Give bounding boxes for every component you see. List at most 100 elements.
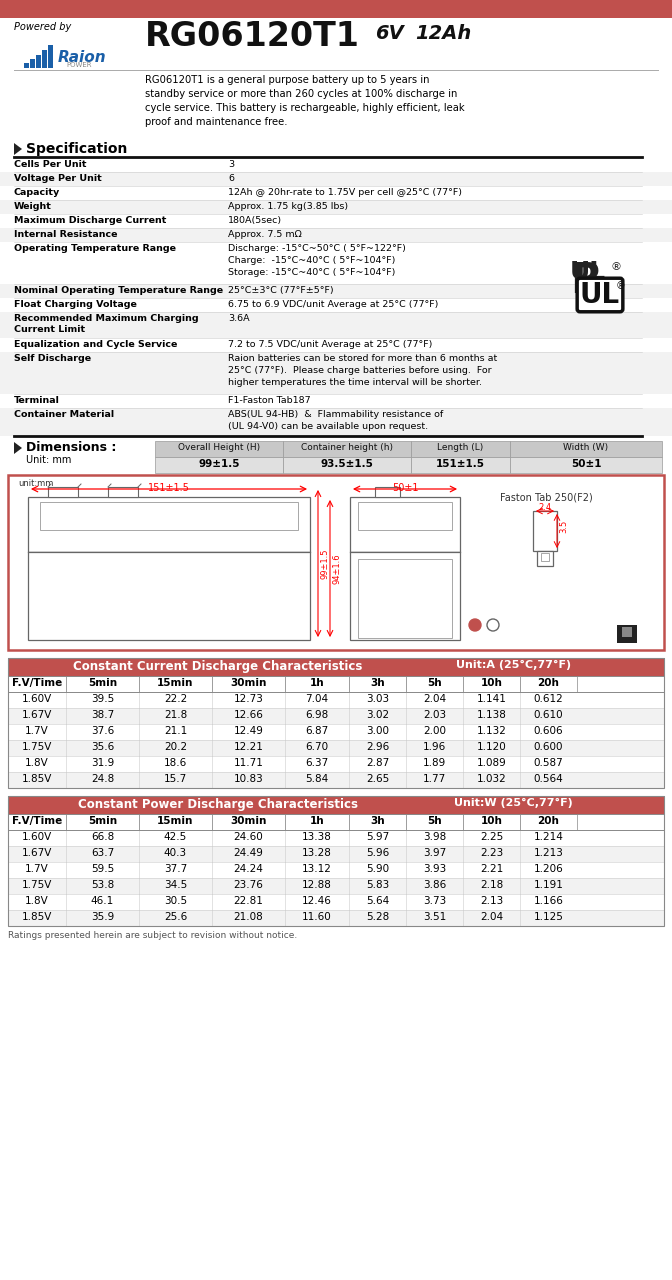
Text: Terminal: Terminal [14, 396, 60, 404]
Text: 50±1: 50±1 [392, 483, 418, 493]
Text: POWER: POWER [66, 61, 91, 68]
Text: Charge:  -15°C~40°C ( 5°F~104°F): Charge: -15°C~40°C ( 5°F~104°F) [228, 256, 395, 265]
Text: ®: ® [610, 262, 621, 271]
Text: F.V/Time: F.V/Time [12, 678, 62, 689]
Text: 2.25: 2.25 [480, 832, 503, 842]
Text: ABS(UL 94-HB)  &  Flammability resistance of: ABS(UL 94-HB) & Flammability resistance … [228, 410, 444, 419]
Text: 12.21: 12.21 [234, 742, 263, 751]
Text: Operating Temperature Range: Operating Temperature Range [14, 244, 176, 253]
Bar [28, 552, 310, 640]
Text: 1.77: 1.77 [423, 774, 446, 783]
Text: 1.8V: 1.8V [25, 896, 49, 906]
Text: 2.03: 2.03 [423, 710, 446, 719]
Bar [406, 814, 463, 829]
Text: 3h: 3h [370, 817, 385, 826]
Text: 1.166: 1.166 [534, 896, 563, 906]
Text: 3.73: 3.73 [423, 896, 446, 906]
Text: 35.9: 35.9 [91, 911, 114, 922]
Text: 22.81: 22.81 [234, 896, 263, 906]
Text: 99±1.5: 99±1.5 [198, 460, 240, 468]
Text: 30min: 30min [230, 817, 267, 826]
Text: 151±1.5: 151±1.5 [148, 483, 190, 493]
Bar [0, 312, 672, 338]
Text: 13.28: 13.28 [302, 847, 332, 858]
Text: 2.04: 2.04 [480, 911, 503, 922]
Text: Capacity: Capacity [14, 188, 60, 197]
Text: 20h: 20h [538, 817, 559, 826]
Bar [463, 814, 520, 829]
Text: 37.7: 37.7 [164, 864, 187, 874]
Text: 1.032: 1.032 [476, 774, 507, 783]
Text: 1.60V: 1.60V [22, 832, 52, 842]
Text: Raion batteries can be stored for more than 6 months at: Raion batteries can be stored for more t… [228, 355, 497, 364]
Text: 1h: 1h [310, 678, 325, 689]
Text: 46.1: 46.1 [91, 896, 114, 906]
Text: Dimensions :: Dimensions : [26, 442, 116, 454]
Text: 2.00: 2.00 [423, 726, 446, 736]
Text: 3.00: 3.00 [366, 726, 389, 736]
Bar [8, 846, 664, 861]
Text: 12.49: 12.49 [234, 726, 263, 736]
Text: Discharge: -15°C~50°C ( 5°F~122°F): Discharge: -15°C~50°C ( 5°F~122°F) [228, 244, 406, 253]
Text: 1.67V: 1.67V [22, 847, 52, 858]
Bar [537, 550, 553, 566]
Text: 1.120: 1.120 [476, 742, 507, 751]
Text: 22.2: 22.2 [164, 694, 187, 704]
Bar [0, 200, 672, 214]
Bar [617, 625, 637, 643]
Bar [155, 442, 283, 457]
Text: 5.64: 5.64 [366, 896, 389, 906]
Text: 24.49: 24.49 [234, 847, 263, 858]
Text: 0.606: 0.606 [534, 726, 563, 736]
Bar [48, 45, 53, 68]
Text: cycle service. This battery is rechargeable, highly efficient, leak: cycle service. This battery is rechargea… [145, 102, 464, 113]
Bar [28, 497, 310, 552]
Bar [411, 442, 510, 457]
Bar [8, 772, 664, 788]
Text: Float Charging Voltage: Float Charging Voltage [14, 300, 137, 308]
Text: 2.96: 2.96 [366, 742, 389, 751]
Text: 11.71: 11.71 [234, 758, 263, 768]
Text: 1.214: 1.214 [534, 832, 563, 842]
Bar [533, 511, 557, 550]
Bar [0, 242, 672, 284]
Polygon shape [14, 143, 22, 155]
Text: 2.18: 2.18 [480, 881, 503, 890]
Text: 1.60V: 1.60V [22, 694, 52, 704]
Text: 24.8: 24.8 [91, 774, 114, 783]
Text: Internal Resistance: Internal Resistance [14, 230, 118, 239]
Text: R: R [570, 260, 602, 302]
Text: 30min: 30min [230, 678, 267, 689]
Text: 21.08: 21.08 [234, 911, 263, 922]
Text: Nominal Operating Temperature Range: Nominal Operating Temperature Range [14, 285, 223, 294]
Text: 6: 6 [228, 174, 234, 183]
Text: Unit:A (25°C,77°F): Unit:A (25°C,77°F) [456, 660, 571, 669]
Bar [8, 692, 664, 708]
Text: 1.7V: 1.7V [25, 726, 49, 736]
Bar [541, 553, 549, 561]
Bar [0, 439, 672, 475]
Text: 93.5±1.5: 93.5±1.5 [321, 460, 374, 468]
Text: 25°C (77°F).  Please charge batteries before using.  For: 25°C (77°F). Please charge batteries bef… [228, 366, 492, 375]
Text: 2.13: 2.13 [480, 896, 503, 906]
Bar [358, 502, 452, 530]
Text: 1.96: 1.96 [423, 742, 446, 751]
Bar [155, 457, 283, 474]
Text: 10h: 10h [480, 817, 503, 826]
Text: 99±1.5: 99±1.5 [320, 548, 329, 579]
Text: RG06120T1: RG06120T1 [145, 20, 360, 52]
Bar [463, 676, 520, 692]
Bar [283, 442, 411, 457]
Text: 53.8: 53.8 [91, 881, 114, 890]
Text: 23.76: 23.76 [234, 881, 263, 890]
Text: Constant Current Discharge Characteristics: Constant Current Discharge Characteristi… [73, 660, 363, 673]
Text: Specification: Specification [26, 142, 128, 156]
Text: Unit:W (25°C,77°F): Unit:W (25°C,77°F) [454, 797, 573, 808]
Text: standby service or more than 260 cycles at 100% discharge in: standby service or more than 260 cycles … [145, 90, 458, 99]
Text: 3.93: 3.93 [423, 864, 446, 874]
Bar [8, 756, 664, 772]
Text: Overall Height (H): Overall Height (H) [178, 443, 260, 452]
Text: 37.6: 37.6 [91, 726, 114, 736]
Text: 25°C±3°C (77°F±5°F): 25°C±3°C (77°F±5°F) [228, 285, 333, 294]
Bar [212, 814, 285, 829]
